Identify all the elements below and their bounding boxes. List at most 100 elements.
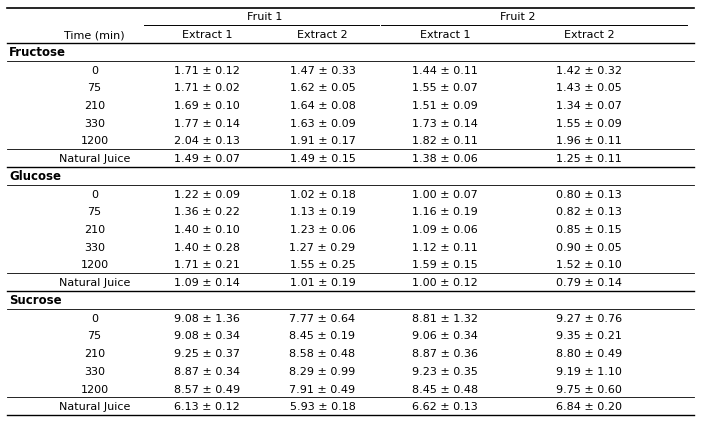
Text: 0.79 ± 0.14: 0.79 ± 0.14 (556, 278, 622, 288)
Text: 1.00 ± 0.12: 1.00 ± 0.12 (412, 278, 478, 288)
Text: 330: 330 (84, 366, 105, 376)
Text: 1.55 ± 0.09: 1.55 ± 0.09 (556, 118, 622, 128)
Text: 1.77 ± 0.14: 1.77 ± 0.14 (174, 118, 240, 128)
Text: 8.45 ± 0.48: 8.45 ± 0.48 (412, 384, 478, 394)
Text: Fructose: Fructose (9, 46, 66, 59)
Text: 8.58 ± 0.48: 8.58 ± 0.48 (290, 348, 355, 358)
Text: 1.42 ± 0.32: 1.42 ± 0.32 (556, 66, 622, 75)
Text: Natural Juice: Natural Juice (59, 154, 130, 164)
Text: 1.82 ± 0.11: 1.82 ± 0.11 (412, 136, 478, 146)
Text: Natural Juice: Natural Juice (59, 278, 130, 288)
Text: 1200: 1200 (81, 260, 109, 270)
Text: 1.63 ± 0.09: 1.63 ± 0.09 (290, 118, 355, 128)
Text: 1.38 ± 0.06: 1.38 ± 0.06 (412, 154, 478, 164)
Text: 8.45 ± 0.19: 8.45 ± 0.19 (290, 331, 355, 340)
Text: Fruit 1: Fruit 1 (247, 12, 283, 22)
Text: Extract 2: Extract 2 (297, 30, 348, 40)
Text: 8.87 ± 0.34: 8.87 ± 0.34 (174, 366, 240, 376)
Text: 1.16 ± 0.19: 1.16 ± 0.19 (412, 207, 478, 217)
Text: 9.25 ± 0.37: 9.25 ± 0.37 (174, 348, 240, 358)
Text: 7.91 ± 0.49: 7.91 ± 0.49 (290, 384, 355, 394)
Text: Glucose: Glucose (9, 170, 61, 183)
Text: 75: 75 (88, 83, 102, 93)
Text: 330: 330 (84, 242, 105, 252)
Text: 0.85 ± 0.15: 0.85 ± 0.15 (556, 225, 622, 234)
Text: 5.93 ± 0.18: 5.93 ± 0.18 (290, 401, 355, 411)
Text: 1.62 ± 0.05: 1.62 ± 0.05 (290, 83, 355, 93)
Text: 1.55 ± 0.25: 1.55 ± 0.25 (290, 260, 355, 270)
Text: 9.08 ± 1.36: 9.08 ± 1.36 (174, 313, 240, 323)
Text: 210: 210 (84, 348, 105, 358)
Text: 0: 0 (91, 313, 98, 323)
Text: 1.27 ± 0.29: 1.27 ± 0.29 (290, 242, 355, 252)
Text: 1.13 ± 0.19: 1.13 ± 0.19 (290, 207, 355, 217)
Text: 1200: 1200 (81, 136, 109, 146)
Text: 9.19 ± 1.10: 9.19 ± 1.10 (556, 366, 622, 376)
Text: 1.36 ± 0.22: 1.36 ± 0.22 (174, 207, 240, 217)
Text: 1.44 ± 0.11: 1.44 ± 0.11 (412, 66, 478, 75)
Text: 1.40 ± 0.28: 1.40 ± 0.28 (174, 242, 240, 252)
Text: Extract 1: Extract 1 (182, 30, 232, 40)
Text: 9.08 ± 0.34: 9.08 ± 0.34 (174, 331, 240, 340)
Text: 8.80 ± 0.49: 8.80 ± 0.49 (556, 348, 622, 358)
Text: 1.23 ± 0.06: 1.23 ± 0.06 (290, 225, 355, 234)
Text: 1.02 ± 0.18: 1.02 ± 0.18 (290, 189, 355, 199)
Text: 0: 0 (91, 189, 98, 199)
Text: 1.47 ± 0.33: 1.47 ± 0.33 (290, 66, 355, 75)
Text: 1.09 ± 0.14: 1.09 ± 0.14 (174, 278, 240, 288)
Text: 1.49 ± 0.07: 1.49 ± 0.07 (174, 154, 240, 164)
Text: 0.82 ± 0.13: 0.82 ± 0.13 (556, 207, 622, 217)
Text: 1.52 ± 0.10: 1.52 ± 0.10 (556, 260, 622, 270)
Text: 1.71 ± 0.21: 1.71 ± 0.21 (174, 260, 240, 270)
Text: Sucrose: Sucrose (9, 294, 62, 307)
Text: Time (min): Time (min) (64, 30, 125, 40)
Text: 8.29 ± 0.99: 8.29 ± 0.99 (290, 366, 355, 376)
Text: 1.55 ± 0.07: 1.55 ± 0.07 (412, 83, 478, 93)
Text: 1.01 ± 0.19: 1.01 ± 0.19 (290, 278, 355, 288)
Text: 9.23 ± 0.35: 9.23 ± 0.35 (412, 366, 478, 376)
Text: 0: 0 (91, 66, 98, 75)
Text: 75: 75 (88, 207, 102, 217)
Text: 9.06 ± 0.34: 9.06 ± 0.34 (412, 331, 478, 340)
Text: 210: 210 (84, 101, 105, 111)
Text: 8.81 ± 1.32: 8.81 ± 1.32 (412, 313, 478, 323)
Text: Fruit 2: Fruit 2 (500, 12, 535, 22)
Text: 75: 75 (88, 331, 102, 340)
Text: 8.87 ± 0.36: 8.87 ± 0.36 (412, 348, 478, 358)
Text: 9.35 ± 0.21: 9.35 ± 0.21 (556, 331, 622, 340)
Text: 0.80 ± 0.13: 0.80 ± 0.13 (556, 189, 622, 199)
Text: 1.49 ± 0.15: 1.49 ± 0.15 (290, 154, 355, 164)
Text: 8.57 ± 0.49: 8.57 ± 0.49 (174, 384, 240, 394)
Text: 210: 210 (84, 225, 105, 234)
Text: 9.27 ± 0.76: 9.27 ± 0.76 (556, 313, 622, 323)
Text: 1.64 ± 0.08: 1.64 ± 0.08 (290, 101, 355, 111)
Text: 1.34 ± 0.07: 1.34 ± 0.07 (556, 101, 622, 111)
Text: 1.71 ± 0.02: 1.71 ± 0.02 (174, 83, 240, 93)
Text: 1.22 ± 0.09: 1.22 ± 0.09 (174, 189, 240, 199)
Text: 1.96 ± 0.11: 1.96 ± 0.11 (556, 136, 622, 146)
Text: 7.77 ± 0.64: 7.77 ± 0.64 (290, 313, 355, 323)
Text: 1.12 ± 0.11: 1.12 ± 0.11 (412, 242, 478, 252)
Text: 1.09 ± 0.06: 1.09 ± 0.06 (412, 225, 478, 234)
Text: 1.73 ± 0.14: 1.73 ± 0.14 (412, 118, 478, 128)
Text: 2.04 ± 0.13: 2.04 ± 0.13 (174, 136, 240, 146)
Text: 1.51 ± 0.09: 1.51 ± 0.09 (412, 101, 478, 111)
Text: 330: 330 (84, 118, 105, 128)
Text: 1.91 ± 0.17: 1.91 ± 0.17 (290, 136, 355, 146)
Text: 9.75 ± 0.60: 9.75 ± 0.60 (556, 384, 622, 394)
Text: 1.59 ± 0.15: 1.59 ± 0.15 (412, 260, 478, 270)
Text: 1.71 ± 0.12: 1.71 ± 0.12 (174, 66, 240, 75)
Text: 6.13 ± 0.12: 6.13 ± 0.12 (174, 401, 240, 411)
Text: 1.00 ± 0.07: 1.00 ± 0.07 (412, 189, 478, 199)
Text: Extract 1: Extract 1 (420, 30, 470, 40)
Text: Extract 2: Extract 2 (564, 30, 614, 40)
Text: 1.69 ± 0.10: 1.69 ± 0.10 (174, 101, 240, 111)
Text: 6.62 ± 0.13: 6.62 ± 0.13 (412, 401, 478, 411)
Text: 0.90 ± 0.05: 0.90 ± 0.05 (556, 242, 622, 252)
Text: Natural Juice: Natural Juice (59, 401, 130, 411)
Text: 1200: 1200 (81, 384, 109, 394)
Text: 1.43 ± 0.05: 1.43 ± 0.05 (556, 83, 622, 93)
Text: 1.40 ± 0.10: 1.40 ± 0.10 (174, 225, 240, 234)
Text: 6.84 ± 0.20: 6.84 ± 0.20 (556, 401, 622, 411)
Text: 1.25 ± 0.11: 1.25 ± 0.11 (556, 154, 622, 164)
